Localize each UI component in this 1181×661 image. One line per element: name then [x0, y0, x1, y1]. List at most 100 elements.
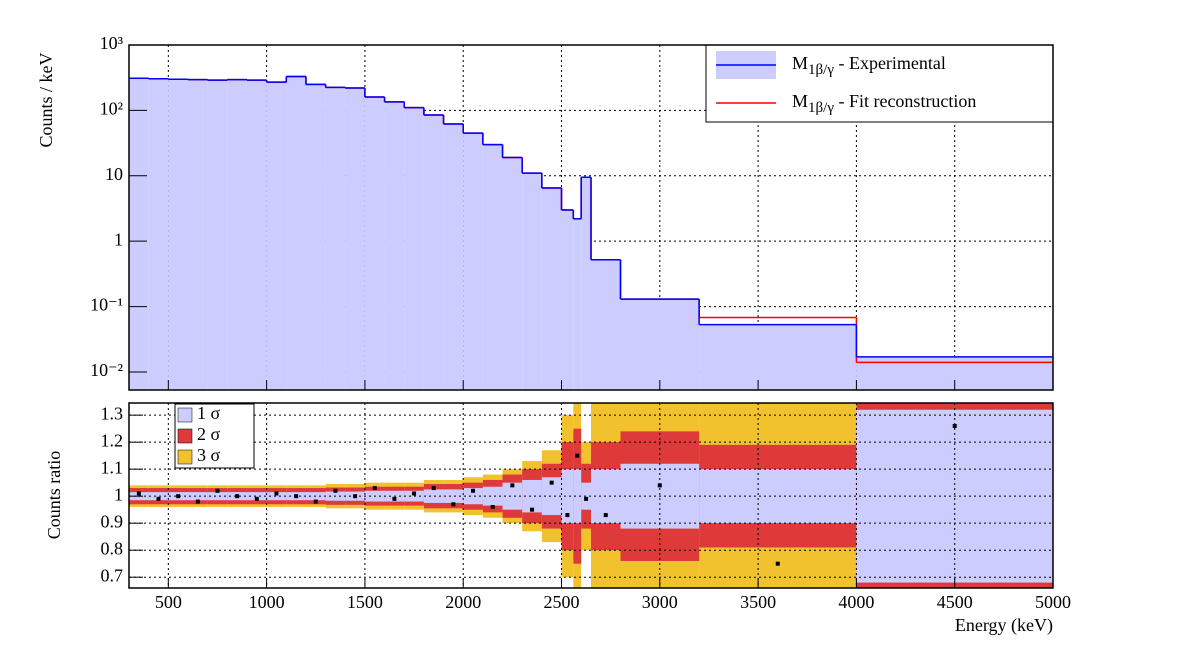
sigma-band [423, 489, 444, 503]
histogram-fill [522, 173, 542, 390]
histogram-fill [266, 82, 287, 390]
sigma-band [148, 492, 169, 501]
x-tick-label: 1000 [249, 592, 285, 612]
histogram-fill [620, 299, 700, 390]
sigma-band [502, 482, 523, 510]
sigma-band [463, 488, 483, 505]
sigma-band [699, 469, 857, 524]
y-tick-label: 10 [105, 164, 123, 184]
legend: 1 σ2 σ3 σ [174, 403, 255, 469]
histogram-fill [168, 79, 188, 390]
legend-label: M1β/γ - Fit reconstruction [792, 91, 976, 116]
y-tick-label: 1.2 [101, 430, 124, 450]
sigma-band [246, 492, 267, 501]
y-tick-label: 10⁻² [90, 360, 123, 380]
sigma-band [266, 492, 287, 501]
y-tick-label: 1 [114, 484, 123, 504]
sigma-band [561, 469, 574, 524]
legend-swatch [177, 428, 193, 444]
histogram-fill [561, 209, 574, 390]
histogram-fill [699, 324, 857, 390]
ratio-point [490, 504, 495, 509]
histogram-fill [482, 144, 503, 390]
ratio-frame [128, 402, 1054, 589]
histogram-fill [305, 84, 326, 390]
sigma-band [443, 489, 464, 503]
sigma-band [573, 469, 582, 524]
ratio-point [584, 496, 589, 501]
ratio-point [451, 502, 456, 507]
x-tick-label: 4000 [838, 592, 874, 612]
ratio-point [575, 453, 580, 458]
histogram-fill [325, 87, 346, 390]
legend-label: M1β/γ - Experimental [792, 53, 946, 78]
legend-label: 2 σ [197, 424, 221, 444]
x-tick-label: 2000 [445, 592, 481, 612]
ratio-point [412, 491, 417, 496]
y-tick-label: 1.1 [101, 457, 124, 477]
sigma-band [541, 477, 562, 516]
y-tick-label: 10³ [100, 33, 124, 53]
sigma-band [482, 486, 503, 506]
ratio-point [952, 423, 957, 428]
x-axis-label: Energy (keV) [955, 615, 1053, 636]
ratio-point [549, 480, 554, 485]
histogram-fill [187, 79, 208, 390]
x-tick-label: 3000 [642, 592, 678, 612]
y-tick-label: 0.9 [101, 511, 124, 531]
ratio-point [510, 483, 515, 488]
ratio-point [565, 513, 570, 518]
legend-label: 3 σ [197, 445, 221, 465]
ratio-point [431, 486, 436, 491]
ratio-point [313, 499, 318, 504]
sigma-band [187, 492, 208, 501]
ratio-point [657, 483, 662, 488]
histogram-fill [345, 88, 365, 390]
top-frame [128, 44, 1054, 391]
y-tick-label: 1.3 [101, 403, 124, 423]
ratio-point [333, 488, 338, 493]
x-tick-label: 3500 [740, 592, 776, 612]
histogram-fill [148, 78, 169, 390]
ratio-point [471, 488, 476, 493]
legend-swatch [177, 407, 193, 423]
ratio-point [195, 499, 200, 504]
histogram-fill [463, 133, 483, 390]
ratio-point [372, 486, 377, 491]
x-tick-label: 4500 [937, 592, 973, 612]
histogram-fill [384, 101, 405, 390]
x-tick-label: 2500 [544, 592, 580, 612]
y-tick-label: 0.8 [101, 538, 124, 558]
ratio-point [176, 494, 181, 499]
ratio-point [136, 491, 141, 496]
y-axis-label: Counts / keV [36, 52, 56, 147]
sigma-band [522, 479, 542, 513]
x-tick-label: 5000 [1035, 592, 1071, 612]
ratio-point [215, 488, 220, 493]
ratio-point [274, 491, 279, 496]
y-axis-label: Counts ratio [44, 451, 64, 540]
histogram-fill [286, 76, 306, 390]
histogram-fill [129, 78, 149, 390]
histogram-fill [502, 157, 523, 390]
ratio-point [530, 507, 535, 512]
y-tick-label: 10² [100, 99, 123, 119]
y-tick-label: 0.7 [101, 565, 124, 585]
top-plot [129, 45, 1053, 390]
ratio-point [775, 561, 780, 566]
histogram-fill [227, 79, 247, 390]
legend-label: 1 σ [197, 403, 221, 423]
histogram-fill [246, 80, 267, 390]
ratio-point [235, 494, 240, 499]
x-tick-label: 500 [155, 592, 182, 612]
ratio-point [392, 496, 397, 501]
histogram-fill [573, 218, 582, 390]
histogram-fill [423, 115, 444, 390]
x-tick-label: 1500 [347, 592, 383, 612]
histogram-fill [207, 80, 228, 390]
y-tick-label: 1 [114, 229, 123, 249]
ratio-point [603, 513, 608, 518]
ratio-point [254, 496, 259, 501]
